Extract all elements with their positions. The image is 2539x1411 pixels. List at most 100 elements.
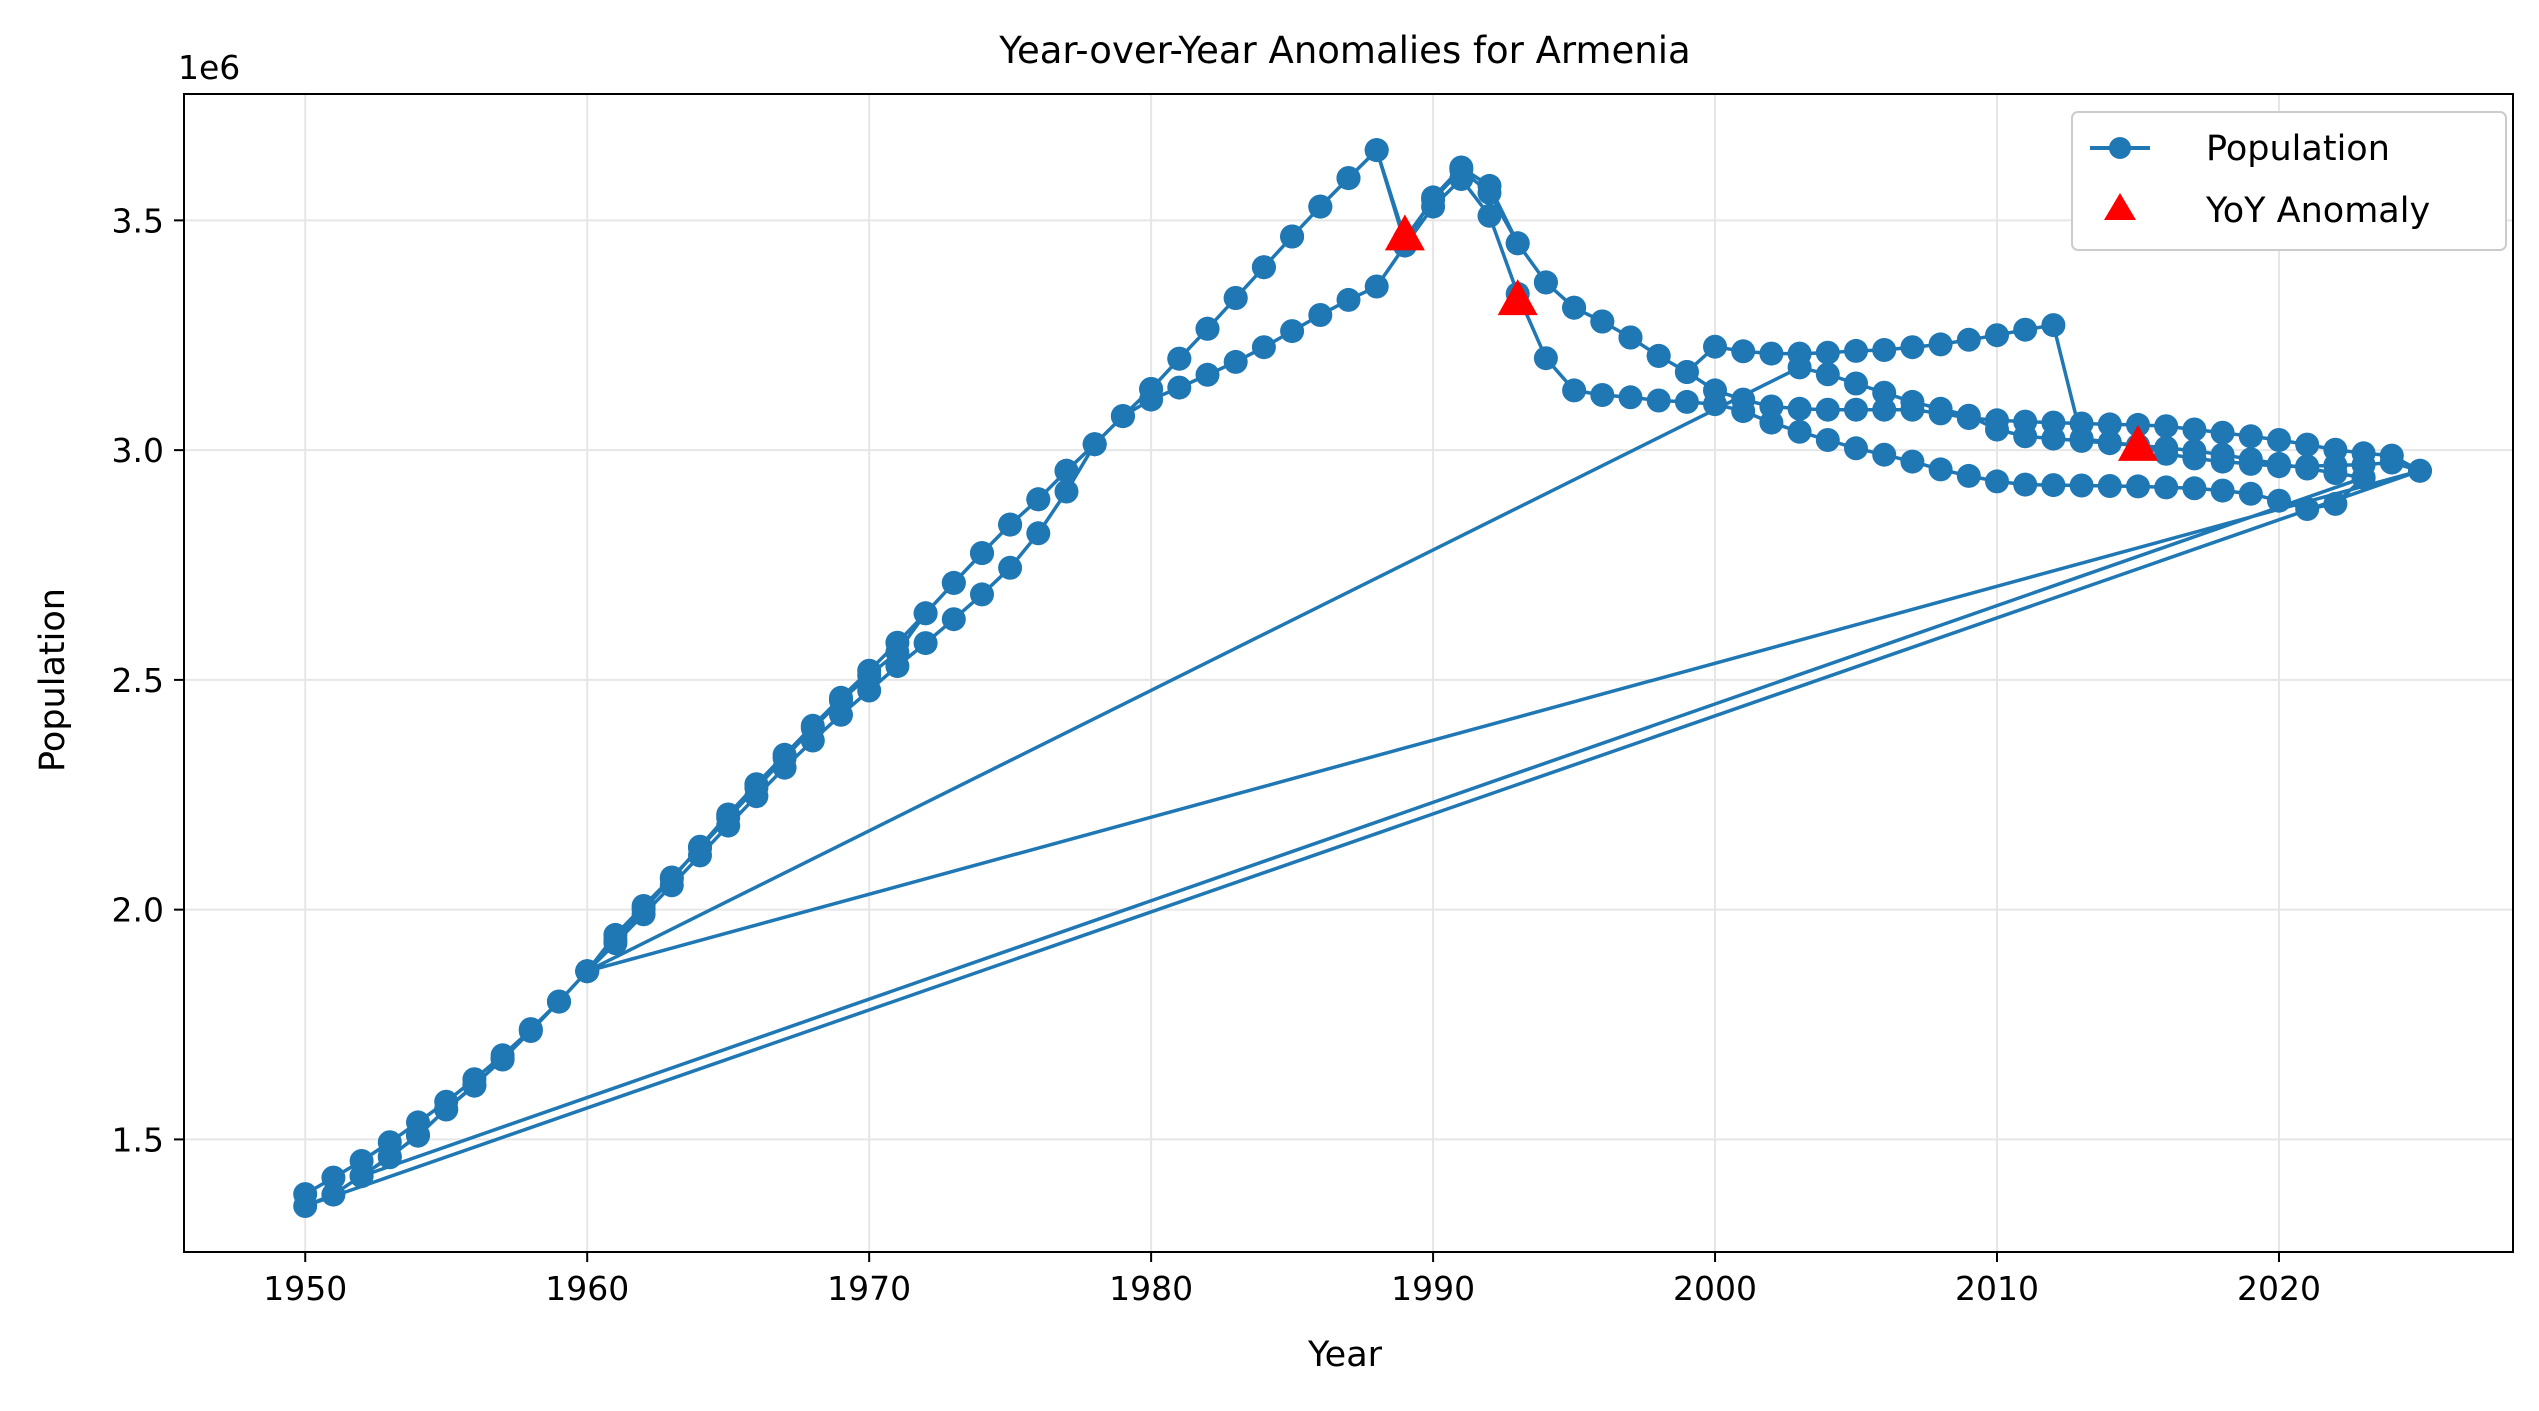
population-point [1844, 371, 1868, 396]
y-tick-label: 2.0 [112, 891, 164, 930]
population-point [1956, 463, 1981, 488]
population-point [2182, 439, 2207, 463]
population-point [1731, 387, 1756, 412]
population-point [490, 1046, 515, 1071]
population-point [1477, 203, 1502, 228]
x-tick-label: 1960 [545, 1269, 629, 1308]
y-tick-label: 2.5 [112, 661, 164, 700]
x-tick-label: 1980 [1109, 1269, 1193, 1308]
population-point [1308, 303, 1333, 327]
population-point [1872, 397, 1897, 422]
population-point [1985, 417, 2009, 442]
x-tick-label: 2010 [1955, 1269, 2039, 1308]
population-point [1590, 309, 1615, 334]
population-point [1082, 432, 1107, 457]
population-point [603, 922, 628, 947]
population-point [913, 631, 938, 656]
population-point [1844, 436, 1868, 461]
population-point [1759, 341, 1784, 366]
population-point [2267, 428, 2291, 452]
population-point [1251, 255, 1276, 280]
population-point [941, 607, 966, 632]
population-point [2182, 417, 2207, 442]
x-tick-label: 1970 [827, 1269, 911, 1308]
population-point [744, 775, 769, 800]
population-point [716, 805, 741, 830]
population-point [2210, 478, 2235, 503]
population-point [2295, 497, 2320, 521]
population-point [1054, 458, 1079, 483]
population-point [2323, 461, 2348, 486]
population-point [1562, 295, 1587, 320]
y-tick-label: 1.5 [112, 1120, 164, 1159]
population-point [1590, 383, 1615, 407]
axis-ticks: 1950 1960 1970 1980 1990 2000 2010 2020 1.5 2.0 2.… [112, 201, 2321, 1308]
population-point [1872, 338, 1897, 362]
population-point [2267, 488, 2291, 513]
axes [183, 93, 2514, 1253]
population-point [2041, 426, 2066, 451]
population-point [2238, 424, 2263, 449]
population-point [1928, 396, 1953, 421]
population-point [1195, 362, 1220, 387]
population-point [913, 601, 938, 626]
population-point [1787, 419, 1812, 444]
legend: Population YoY Anomaly [2071, 111, 2507, 251]
population-point [829, 688, 853, 713]
population-point [1336, 166, 1361, 191]
chart-title: Year-over-Year Anomalies for Armenia [998, 29, 1690, 72]
population-point [1449, 157, 1474, 182]
population-point [1618, 385, 1643, 410]
population-point [1928, 332, 1953, 357]
population-point [2126, 474, 2150, 499]
legend-frame [2071, 111, 2507, 251]
population-point [998, 555, 1023, 580]
population-point [1703, 378, 1727, 403]
population-point [434, 1097, 459, 1122]
population-point [2069, 411, 2094, 436]
population-point [1167, 346, 1192, 371]
population-point [1815, 397, 1840, 422]
anomaly-markers [1384, 214, 2158, 461]
population-point [857, 663, 882, 688]
population-point [2351, 465, 2376, 490]
population-point [321, 1182, 346, 1207]
population-point [1844, 397, 1868, 422]
population-point [518, 1017, 543, 1042]
population-point [1674, 389, 1699, 414]
population-point [2069, 428, 2094, 453]
population-point [885, 640, 910, 665]
anomaly-marker [2117, 424, 2158, 461]
population-point [1505, 231, 1530, 256]
y-axis-label: Population [33, 588, 73, 772]
population-point [1985, 469, 2009, 494]
population-point [1364, 274, 1389, 299]
population-point [2210, 442, 2235, 467]
population-point [1787, 396, 1812, 421]
population-point [1026, 487, 1051, 512]
population-point [1054, 479, 1079, 504]
population-point [2295, 456, 2320, 481]
gridlines [184, 94, 2513, 1252]
population-point [1900, 335, 1925, 360]
population-point [2379, 443, 2404, 468]
population-point [2238, 447, 2263, 472]
population-point [1364, 138, 1389, 163]
population-point [2182, 476, 2207, 501]
population-point [772, 746, 797, 770]
population-point [1815, 362, 1840, 387]
population-point [1562, 378, 1587, 403]
population-point [1985, 323, 2009, 348]
population-point [800, 716, 825, 741]
population-point [1139, 377, 1164, 401]
population-point [1703, 334, 1727, 359]
x-tick-label: 2000 [1673, 1269, 1757, 1308]
population-point [1223, 286, 1248, 310]
population-point [462, 1073, 487, 1098]
population-point [2097, 412, 2122, 437]
population-point [1308, 194, 1333, 219]
population-point [1674, 360, 1699, 384]
population-point [1646, 343, 1671, 368]
population-point [2041, 313, 2066, 338]
